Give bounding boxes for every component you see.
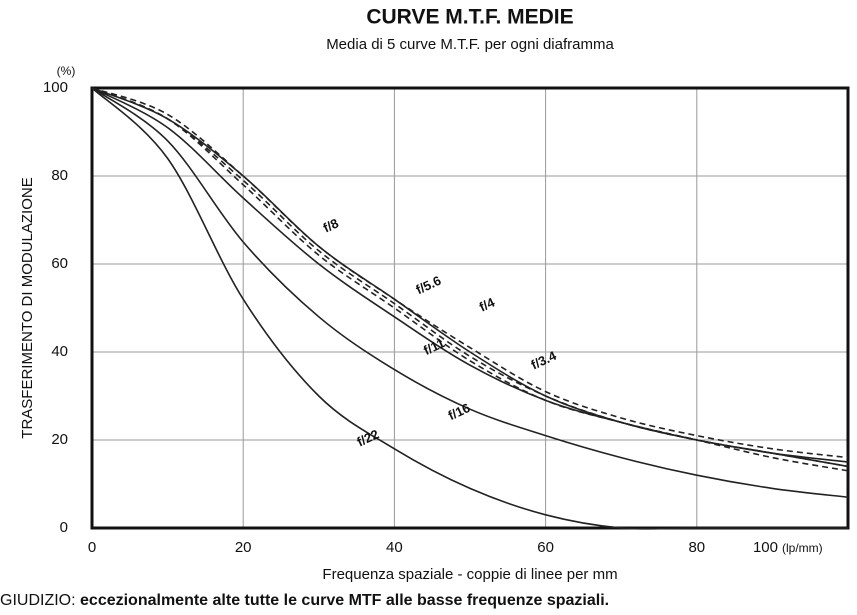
- y-tick-label: 60: [51, 255, 68, 272]
- series-label: f/16: [446, 400, 473, 423]
- series-line: [91, 87, 849, 459]
- x-tick-label: 80: [688, 539, 705, 556]
- chart-subtitle: Media di 5 curve M.T.F. per ogni diafram…: [326, 36, 614, 53]
- series-line: [91, 87, 849, 468]
- y-axis-label: TRASFERIMENTO DI MODULAZIONE: [19, 177, 36, 438]
- chart-title: CURVE M.T.F. MEDIE: [366, 6, 573, 29]
- y-tick-label: 100: [43, 79, 68, 96]
- series-label: f/22: [355, 426, 382, 449]
- footer-label: GIUDIZIO:: [0, 592, 76, 609]
- y-tick-label: 20: [51, 431, 68, 448]
- y-unit: (%): [57, 64, 76, 78]
- series-label: f/3.4: [529, 348, 560, 373]
- y-tick-label: 0: [60, 519, 68, 536]
- y-tick-label: 40: [51, 343, 68, 360]
- x-tick-label: 100: [753, 539, 778, 556]
- footer-text: eccezionalmente alte tutte le curve MTF …: [80, 592, 609, 609]
- y-tick-label: 80: [51, 167, 68, 184]
- series-label: f/5.6: [413, 273, 443, 298]
- series-line: [91, 87, 849, 498]
- x-tick-label: 40: [386, 539, 403, 556]
- footer: GIUDIZIO: eccezionalmente alte tutte le …: [0, 592, 609, 609]
- series-label: f/4: [477, 294, 498, 314]
- series-line: [91, 87, 848, 530]
- x-unit: (lp/mm): [782, 541, 823, 555]
- x-axis-label: Frequenza spaziale - coppie di linee per…: [322, 566, 617, 583]
- x-tick-label: 20: [235, 539, 252, 556]
- x-tick-label: 60: [537, 539, 554, 556]
- series-line: [91, 87, 849, 463]
- plot-frame: [90, 86, 850, 530]
- series-label: f/8: [321, 216, 341, 236]
- x-tick-label: 0: [88, 539, 96, 556]
